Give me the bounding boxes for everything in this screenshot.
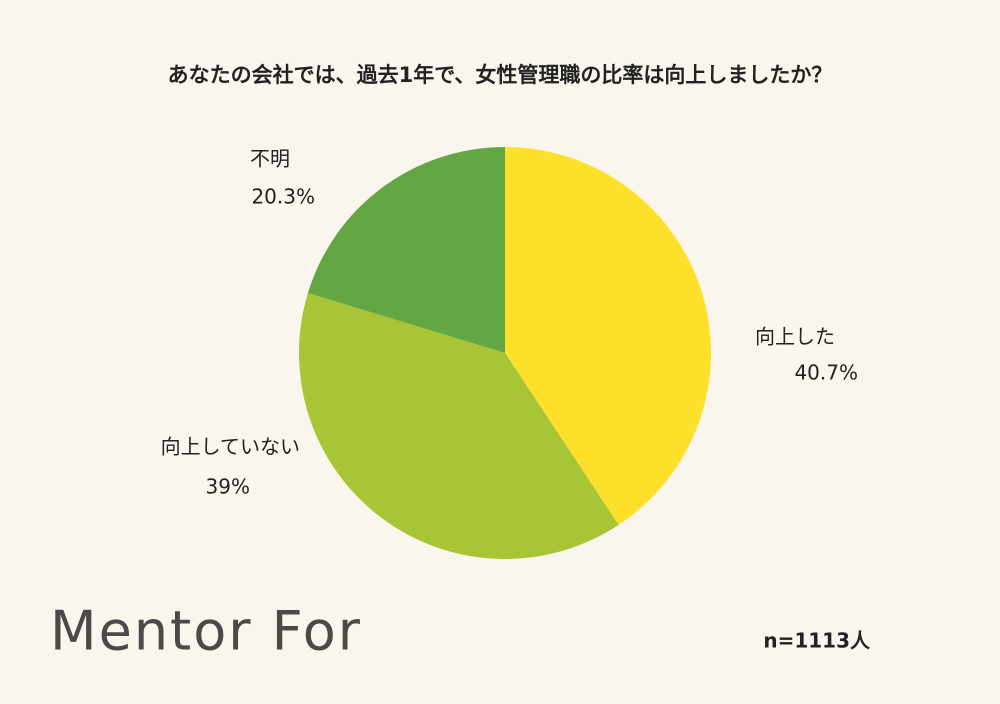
chart-title: あなたの会社では、過去1年で、女性管理職の比率は向上しましたか？	[168, 63, 833, 87]
slice-label: 不明	[250, 147, 290, 171]
value-label: 20.3%	[251, 185, 315, 209]
value-label: 39%	[206, 475, 250, 499]
sample-size-note: n=1113人	[763, 629, 871, 653]
pie-slice	[299, 293, 619, 559]
pie-slice	[307, 147, 505, 353]
pie-slice	[505, 147, 711, 525]
slice-label: 向上していない	[161, 435, 300, 459]
slice-label: 向上した	[755, 325, 835, 349]
value-label: 40.7%	[794, 361, 858, 385]
logo: Mentor For	[50, 600, 362, 663]
